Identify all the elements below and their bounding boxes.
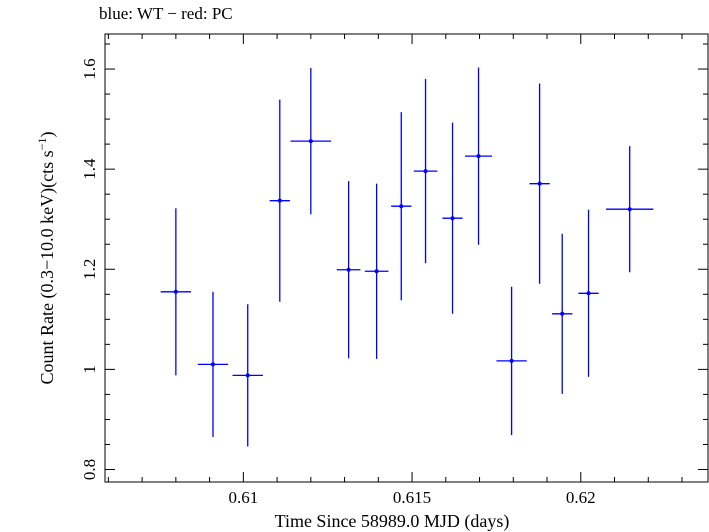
data-point: [413, 79, 438, 264]
y-tick-label: 1.6: [80, 58, 99, 79]
data-marker: [346, 267, 351, 272]
data-marker: [586, 291, 591, 296]
y-tick-label: 1: [80, 365, 99, 374]
data-marker: [509, 358, 514, 363]
y-axis-label-tail: ): [37, 132, 58, 138]
data-point: [290, 68, 332, 215]
axis-ticks: [105, 34, 708, 482]
data-marker: [308, 139, 313, 144]
data-marker: [450, 216, 455, 221]
data-point: [442, 122, 463, 314]
data-marker: [245, 373, 250, 378]
y-axis-label-exponent: −1: [35, 138, 49, 151]
data-point: [578, 209, 599, 377]
data-marker: [374, 269, 379, 274]
data-marker: [399, 204, 404, 209]
y-tick-label: 1.2: [80, 259, 99, 280]
data-marker: [537, 181, 542, 186]
data-marker: [173, 289, 178, 294]
data-point: [606, 146, 654, 273]
data-marker: [423, 169, 428, 174]
data-point: [496, 286, 527, 435]
plot-frame: [104, 33, 709, 483]
y-tick-label: 0.8: [80, 459, 99, 480]
data-point: [232, 304, 263, 447]
y-axis-label: Count Rate (0.3−10.0 keV)(cts s−1): [35, 132, 58, 385]
x-tick-label: 0.61: [228, 488, 258, 507]
data-points: [160, 67, 654, 447]
data-point: [465, 67, 493, 245]
data-point: [160, 208, 192, 376]
data-point: [364, 183, 389, 359]
data-point: [552, 233, 573, 394]
data-marker: [560, 311, 565, 316]
x-tick-label: 0.62: [566, 488, 596, 507]
data-point: [269, 99, 290, 302]
chart-title: blue: WT − red: PC: [99, 4, 233, 23]
data-point: [391, 112, 412, 301]
y-axis-label-main: Count Rate (0.3−10.0 keV)(cts s: [37, 150, 58, 384]
data-point: [529, 83, 550, 284]
data-marker: [277, 198, 282, 203]
data-marker: [476, 154, 481, 159]
x-tick-label: 0.615: [393, 488, 431, 507]
axis-tick-labels: 0.61 0.615 0.62 0.8 1 1.2 1.4 1.6: [80, 58, 596, 507]
data-marker: [210, 362, 215, 367]
data-marker: [627, 207, 632, 212]
y-tick-label: 1.4: [80, 158, 99, 180]
data-point: [197, 291, 229, 437]
data-point: [336, 181, 361, 359]
x-axis-label: Time Since 58989.0 MJD (days): [275, 511, 510, 532]
